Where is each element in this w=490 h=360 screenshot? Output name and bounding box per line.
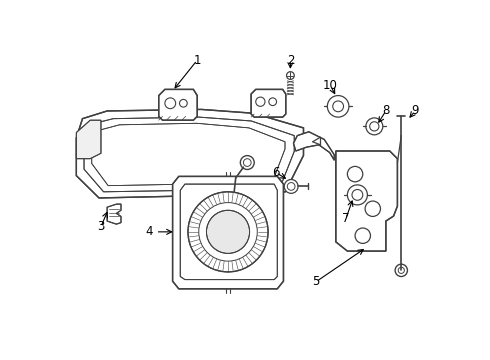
Polygon shape <box>84 117 294 192</box>
Text: 9: 9 <box>412 104 419 117</box>
Text: 6: 6 <box>272 166 279 179</box>
Text: 7: 7 <box>342 212 349 225</box>
Polygon shape <box>107 204 121 224</box>
Circle shape <box>395 264 408 276</box>
Text: 8: 8 <box>382 104 390 117</box>
Text: 2: 2 <box>287 54 294 67</box>
Polygon shape <box>159 89 197 120</box>
Circle shape <box>240 156 254 170</box>
Circle shape <box>206 210 249 253</box>
Text: 1: 1 <box>194 54 201 67</box>
Polygon shape <box>294 132 334 160</box>
Polygon shape <box>76 120 101 159</box>
Circle shape <box>188 192 268 272</box>
Circle shape <box>366 118 383 135</box>
Polygon shape <box>172 176 283 289</box>
Circle shape <box>284 180 298 193</box>
Polygon shape <box>180 184 277 280</box>
Text: 10: 10 <box>323 79 338 92</box>
Polygon shape <box>251 89 286 117</box>
Circle shape <box>347 185 368 205</box>
Text: 5: 5 <box>312 275 319 288</box>
Text: 4: 4 <box>146 225 153 238</box>
Text: 3: 3 <box>98 220 105 233</box>
Polygon shape <box>336 151 397 251</box>
Polygon shape <box>76 109 303 198</box>
Polygon shape <box>92 123 285 186</box>
Circle shape <box>327 95 349 117</box>
